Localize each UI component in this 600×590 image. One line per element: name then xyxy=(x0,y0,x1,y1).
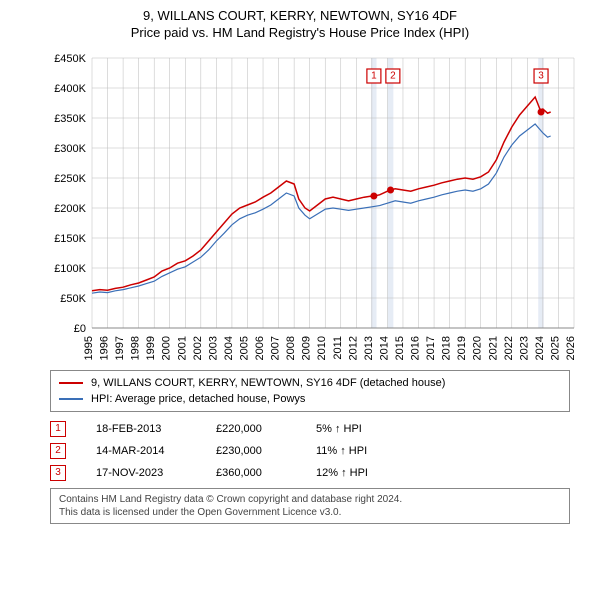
legend-box: 9, WILLANS COURT, KERRY, NEWTOWN, SY16 4… xyxy=(50,370,570,412)
svg-text:2005: 2005 xyxy=(238,336,250,360)
svg-text:£250K: £250K xyxy=(54,173,86,185)
svg-text:2016: 2016 xyxy=(410,336,422,360)
sale-diff: 11% ↑ HPI xyxy=(316,445,416,457)
plot-area: £0 £50K £100K £150K £200K £250K £300K £350K £400… xyxy=(50,52,580,362)
sale-price: £360,000 xyxy=(216,467,316,479)
svg-text:1998: 1998 xyxy=(130,336,142,360)
legend-label: 9, WILLANS COURT, KERRY, NEWTOWN, SY16 4… xyxy=(91,377,445,389)
sale-price: £230,000 xyxy=(216,445,316,457)
svg-text:2024: 2024 xyxy=(534,336,546,360)
svg-text:2001: 2001 xyxy=(176,336,188,360)
svg-text:2018: 2018 xyxy=(441,336,453,360)
svg-text:2003: 2003 xyxy=(207,336,219,360)
svg-text:£200K: £200K xyxy=(54,203,86,215)
svg-text:£450K: £450K xyxy=(54,53,86,65)
svg-text:£0: £0 xyxy=(74,323,86,335)
sale-row: 1 18-FEB-2013£220,0005% ↑ HPI xyxy=(50,418,570,440)
sale-marker: 2 xyxy=(50,443,66,459)
svg-text:2: 2 xyxy=(390,70,396,81)
svg-text:£300K: £300K xyxy=(54,143,86,155)
svg-text:1997: 1997 xyxy=(114,336,126,360)
legend-row: HPI: Average price, detached house, Powy… xyxy=(59,391,561,407)
legend-label: HPI: Average price, detached house, Powy… xyxy=(91,393,305,405)
chart-titles: 9, WILLANS COURT, KERRY, NEWTOWN, SY16 4… xyxy=(0,0,600,42)
footer-line-1: Contains HM Land Registry data © Crown c… xyxy=(59,493,561,506)
footer-line-2: This data is licensed under the Open Gov… xyxy=(59,506,561,519)
line-chart-svg: £0 £50K £100K £150K £200K £250K £300K £350K £400… xyxy=(50,52,580,362)
svg-text:2009: 2009 xyxy=(301,336,313,360)
legend-swatch xyxy=(59,382,83,384)
title-line-2: Price paid vs. HM Land Registry's House … xyxy=(0,25,600,42)
title-line-1: 9, WILLANS COURT, KERRY, NEWTOWN, SY16 4… xyxy=(0,8,600,25)
svg-text:2015: 2015 xyxy=(394,336,406,360)
legend-row: 9, WILLANS COURT, KERRY, NEWTOWN, SY16 4… xyxy=(59,375,561,391)
chart-container: 9, WILLANS COURT, KERRY, NEWTOWN, SY16 4… xyxy=(0,0,600,524)
svg-text:3: 3 xyxy=(538,70,544,81)
svg-text:2007: 2007 xyxy=(270,336,282,360)
svg-text:1995: 1995 xyxy=(83,336,95,360)
svg-text:1999: 1999 xyxy=(145,336,157,360)
svg-text:£350K: £350K xyxy=(54,113,86,125)
svg-text:2010: 2010 xyxy=(316,336,328,360)
sales-table: 1 18-FEB-2013£220,0005% ↑ HPI 2 14-MAR-2014… xyxy=(50,418,570,484)
sale-diff: 12% ↑ HPI xyxy=(316,467,416,479)
svg-text:2011: 2011 xyxy=(332,336,344,360)
sale-price: £220,000 xyxy=(216,423,316,435)
svg-text:£400K: £400K xyxy=(54,83,86,95)
svg-text:2017: 2017 xyxy=(425,336,437,360)
legend-swatch xyxy=(59,398,83,400)
svg-text:2026: 2026 xyxy=(565,336,577,360)
svg-text:2023: 2023 xyxy=(518,336,530,360)
svg-text:1: 1 xyxy=(371,70,377,81)
footer-box: Contains HM Land Registry data © Crown c… xyxy=(50,488,570,524)
svg-text:£150K: £150K xyxy=(54,233,86,245)
sale-date: 14-MAR-2014 xyxy=(96,445,216,457)
svg-text:2008: 2008 xyxy=(285,336,297,360)
svg-text:1996: 1996 xyxy=(99,336,111,360)
sale-row: 2 14-MAR-2014£230,00011% ↑ HPI xyxy=(50,440,570,462)
svg-text:2021: 2021 xyxy=(487,336,499,360)
sale-marker: 3 xyxy=(50,465,66,481)
svg-text:2020: 2020 xyxy=(472,336,484,360)
svg-text:2025: 2025 xyxy=(549,336,561,360)
sale-date: 18-FEB-2013 xyxy=(96,423,216,435)
svg-text:2002: 2002 xyxy=(192,336,204,360)
svg-text:2013: 2013 xyxy=(363,336,375,360)
svg-text:2006: 2006 xyxy=(254,336,266,360)
svg-text:£50K: £50K xyxy=(60,293,86,305)
sale-row: 3 17-NOV-2023£360,00012% ↑ HPI xyxy=(50,462,570,484)
svg-text:2012: 2012 xyxy=(347,336,359,360)
svg-text:£100K: £100K xyxy=(54,263,86,275)
sale-marker: 1 xyxy=(50,421,66,437)
svg-text:2000: 2000 xyxy=(161,336,173,360)
sale-date: 17-NOV-2023 xyxy=(96,467,216,479)
svg-text:2022: 2022 xyxy=(503,336,515,360)
svg-text:2019: 2019 xyxy=(456,336,468,360)
svg-text:2014: 2014 xyxy=(378,336,390,360)
svg-text:2004: 2004 xyxy=(223,336,235,360)
sale-diff: 5% ↑ HPI xyxy=(316,423,416,435)
